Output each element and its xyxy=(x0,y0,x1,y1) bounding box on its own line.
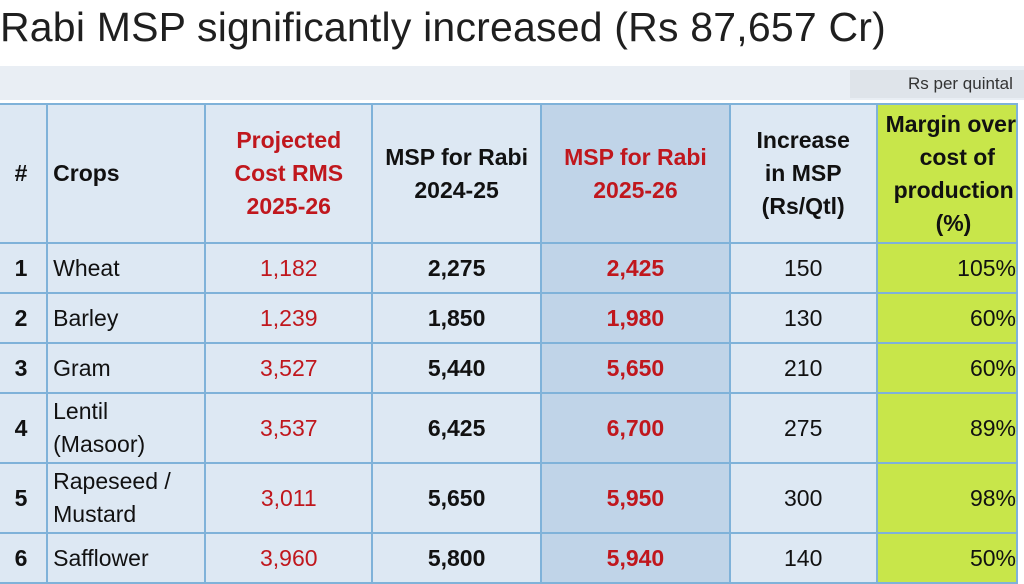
projected-cost-cell: 1,182 xyxy=(204,242,374,294)
unit-note: Rs per quintal xyxy=(850,70,1024,98)
row-index: 2 xyxy=(0,292,49,344)
increase-cell: 300 xyxy=(728,462,878,534)
msp-2025-cell: 1,980 xyxy=(540,292,731,344)
table-row: 6 Safflower 3,960 5,800 5,940 140 50% xyxy=(0,532,1019,584)
header-msp-2024-25: MSP for Rabi 2024-25 xyxy=(371,103,543,244)
msp-2025-cell: 5,950 xyxy=(540,462,731,534)
header-margin: Margin over cost of production (%) xyxy=(875,103,1019,244)
projected-cost-cell: 3,527 xyxy=(204,342,374,394)
margin-cell: 50% xyxy=(875,532,1019,584)
crop-name: Wheat xyxy=(46,242,207,294)
msp-2024-cell: 5,800 xyxy=(371,532,543,584)
increase-cell: 150 xyxy=(728,242,878,294)
header-index: # xyxy=(0,103,49,244)
row-index: 5 xyxy=(0,462,49,534)
increase-cell: 210 xyxy=(728,342,878,394)
increase-cell: 275 xyxy=(728,392,878,464)
msp-2025-cell: 5,650 xyxy=(540,342,731,394)
msp-2025-cell: 6,700 xyxy=(540,392,731,464)
header-crops: Crops xyxy=(46,103,207,244)
margin-cell: 89% xyxy=(875,392,1019,464)
table-header-row: # Crops Projected Cost RMS 2025-26 MSP f… xyxy=(0,103,1019,244)
margin-cell: 105% xyxy=(875,242,1019,294)
msp-2024-cell: 1,850 xyxy=(371,292,543,344)
msp-2024-cell: 5,440 xyxy=(371,342,543,394)
table-row: 4 Lentil (Masoor) 3,537 6,425 6,700 275 … xyxy=(0,392,1019,464)
msp-2024-cell: 2,275 xyxy=(371,242,543,294)
crop-name: Safflower xyxy=(46,532,207,584)
row-index: 1 xyxy=(0,242,49,294)
msp-2024-cell: 6,425 xyxy=(371,392,543,464)
page-title: Rabi MSP significantly increased (Rs 87,… xyxy=(0,4,886,50)
crop-name: Gram xyxy=(46,342,207,394)
row-index: 3 xyxy=(0,342,49,394)
header-projected-cost: Projected Cost RMS 2025-26 xyxy=(204,103,374,244)
increase-cell: 130 xyxy=(728,292,878,344)
row-index: 6 xyxy=(0,532,49,584)
projected-cost-cell: 3,537 xyxy=(204,392,374,464)
projected-cost-cell: 3,011 xyxy=(204,462,374,534)
crop-name: Lentil (Masoor) xyxy=(46,392,207,464)
header-increase: Increase in MSP (Rs/Qtl) xyxy=(728,103,878,244)
msp-2025-cell: 2,425 xyxy=(540,242,731,294)
increase-cell: 140 xyxy=(728,532,878,584)
table-row: 1 Wheat 1,182 2,275 2,425 150 105% xyxy=(0,242,1019,294)
crop-name: Rapeseed / Mustard xyxy=(46,462,207,534)
msp-table: # Crops Projected Cost RMS 2025-26 MSP f… xyxy=(0,103,1019,584)
msp-2025-cell: 5,940 xyxy=(540,532,731,584)
table-row: 3 Gram 3,527 5,440 5,650 210 60% xyxy=(0,342,1019,394)
row-index: 4 xyxy=(0,392,49,464)
table-row: 2 Barley 1,239 1,850 1,980 130 60% xyxy=(0,292,1019,344)
margin-cell: 60% xyxy=(875,342,1019,394)
margin-cell: 98% xyxy=(875,462,1019,534)
msp-2024-cell: 5,650 xyxy=(371,462,543,534)
projected-cost-cell: 3,960 xyxy=(204,532,374,584)
header-msp-2025-26: MSP for Rabi 2025-26 xyxy=(540,103,731,244)
projected-cost-cell: 1,239 xyxy=(204,292,374,344)
table-row: 5 Rapeseed / Mustard 3,011 5,650 5,950 3… xyxy=(0,462,1019,534)
crop-name: Barley xyxy=(46,292,207,344)
margin-cell: 60% xyxy=(875,292,1019,344)
